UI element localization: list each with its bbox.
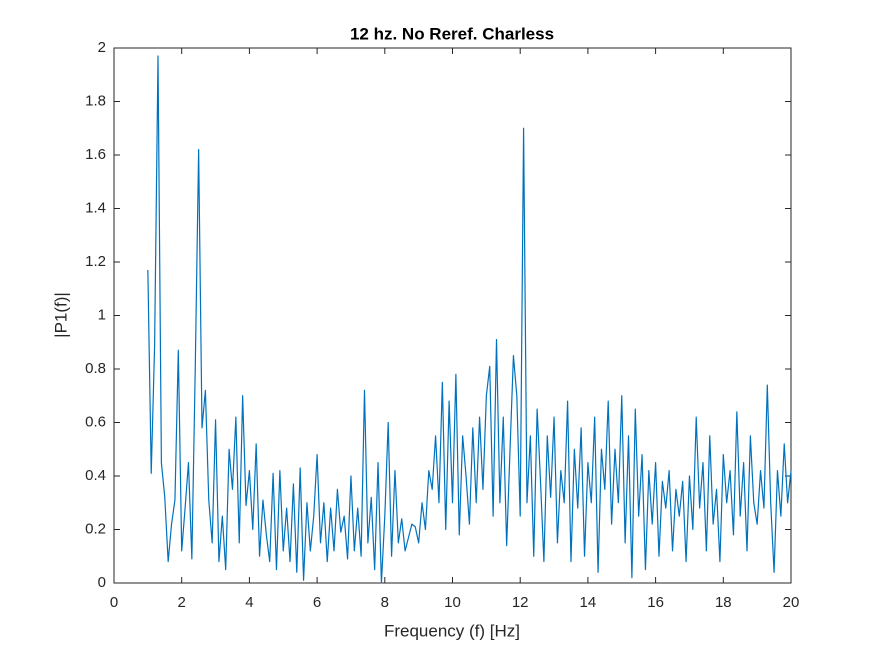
x-tick-label: 10 xyxy=(444,594,461,611)
y-tick-label: 2 xyxy=(98,39,106,56)
x-tick-label: 8 xyxy=(381,594,389,611)
y-tick-label: 1.8 xyxy=(85,92,106,109)
y-tick-label: 0.8 xyxy=(85,360,106,377)
x-tick-label: 14 xyxy=(580,594,597,611)
x-axis-label: Frequency (f) [Hz] xyxy=(384,621,520,640)
x-tick-label: 16 xyxy=(647,594,664,611)
x-tick-label: 12 xyxy=(512,594,529,611)
y-tick-label: 0.6 xyxy=(85,413,106,430)
x-tick-label: 2 xyxy=(178,594,186,611)
chart-title: 12 hz. No Reref. Charless xyxy=(350,24,554,43)
y-tick-label: 1.4 xyxy=(85,199,106,216)
y-axis-label: |P1(f)| xyxy=(51,292,70,338)
x-tick-label: 18 xyxy=(715,594,732,611)
y-tick-label: 1.2 xyxy=(85,253,106,270)
x-tick-label: 6 xyxy=(313,594,321,611)
y-tick-label: 0.2 xyxy=(85,520,106,537)
x-tick-label: 0 xyxy=(110,594,118,611)
y-tick-label: 0 xyxy=(98,574,106,591)
data-line xyxy=(147,55,792,584)
y-tick-label: 0.4 xyxy=(85,467,106,484)
x-tick-label: 4 xyxy=(245,594,253,611)
y-tick-label: 1 xyxy=(98,306,106,323)
x-tick-label: 20 xyxy=(783,594,800,611)
y-tick-label: 1.6 xyxy=(85,146,106,163)
